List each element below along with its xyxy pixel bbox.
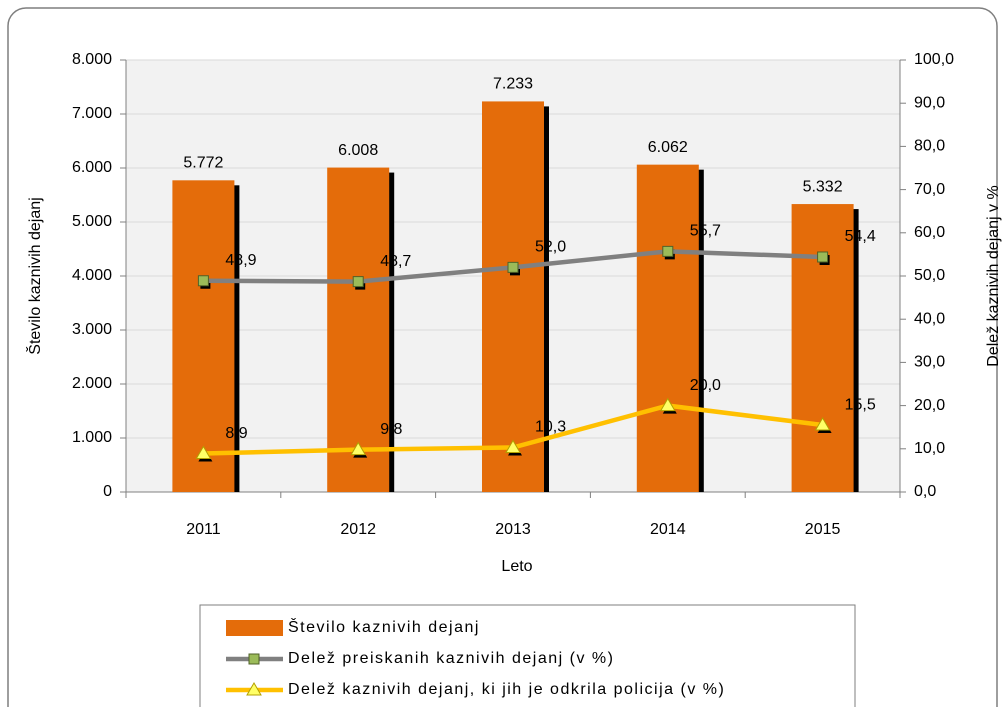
x-axis-title: Leto <box>501 558 532 575</box>
data-label: 5.332 <box>803 178 843 195</box>
line-marker <box>505 439 521 454</box>
line-marker <box>195 445 212 460</box>
y-tick-label: 5.000 <box>72 213 112 230</box>
y2-tick-label: 80,0 <box>914 138 945 155</box>
y2-tick-label: 50,0 <box>914 267 945 284</box>
y2-axis-title: Delež kaznivih dejanj v % <box>985 185 1002 366</box>
line-marker <box>350 441 367 456</box>
line-marker <box>662 245 674 257</box>
x-tick-label: 2015 <box>805 521 841 538</box>
y2-tick-label: 40,0 <box>914 310 945 327</box>
data-label: 54,4 <box>845 228 876 245</box>
y-tick-label: 8.000 <box>72 51 112 68</box>
legend-swatch <box>226 620 283 636</box>
data-label: 8,9 <box>225 425 247 442</box>
x-tick-label: 2012 <box>340 521 376 538</box>
y-tick-label: 6.000 <box>72 159 112 176</box>
y2-tick-label: 30,0 <box>914 354 945 371</box>
x-tick-label: 2014 <box>650 521 686 538</box>
y-tick-label: 0 <box>103 483 112 500</box>
y2-tick-label: 20,0 <box>914 397 945 414</box>
data-label: 48,7 <box>380 253 411 270</box>
y2-tick-label: 0,0 <box>914 483 936 500</box>
legend-label: Število kaznivih dejanj <box>288 617 480 636</box>
data-label: 55,7 <box>690 223 721 240</box>
data-label: 48,9 <box>225 252 256 269</box>
line-marker <box>817 251 829 263</box>
data-label: 10,3 <box>535 419 566 436</box>
y2-tick-label: 70,0 <box>914 181 945 198</box>
legend <box>199 604 856 707</box>
line-marker <box>507 261 519 273</box>
data-label: 9,8 <box>380 421 402 438</box>
y2-tick-label: 60,0 <box>914 224 945 241</box>
legend-label: Delež preiskanih kaznivih dejanj (v %) <box>288 650 614 667</box>
y-axis-title: Število kaznivih dejanj <box>25 197 44 354</box>
x-tick-label: 2011 <box>186 521 221 538</box>
line-marker <box>197 275 209 287</box>
bar <box>327 167 390 492</box>
line-marker <box>352 276 364 288</box>
data-label: 5.772 <box>183 155 223 172</box>
data-label: 52,0 <box>535 239 566 256</box>
data-label: 15,5 <box>845 396 876 413</box>
legend-marker <box>246 682 262 696</box>
data-label: 20,0 <box>690 377 721 394</box>
legend-label: Delež kaznivih dejanj, ki jih je odkrila… <box>288 681 725 698</box>
bar <box>791 204 854 492</box>
legend-marker <box>248 653 260 665</box>
bar <box>636 164 699 493</box>
line-marker <box>659 397 676 412</box>
y-tick-label: 3.000 <box>72 321 112 338</box>
data-label: 7.233 <box>493 76 533 93</box>
data-label: 6.062 <box>648 139 688 156</box>
data-label: 6.008 <box>338 142 378 159</box>
y-tick-label: 4.000 <box>72 267 112 284</box>
y2-tick-label: 100,0 <box>914 51 954 68</box>
y2-tick-label: 10,0 <box>914 440 945 457</box>
bar <box>482 101 544 492</box>
y-tick-label: 1.000 <box>72 429 112 446</box>
line-marker <box>814 417 831 431</box>
y2-tick-label: 90,0 <box>914 94 945 111</box>
y-tick-label: 2.000 <box>72 375 112 392</box>
x-tick-label: 2013 <box>495 521 531 538</box>
bar <box>172 180 235 492</box>
y-tick-label: 7.000 <box>72 105 112 122</box>
